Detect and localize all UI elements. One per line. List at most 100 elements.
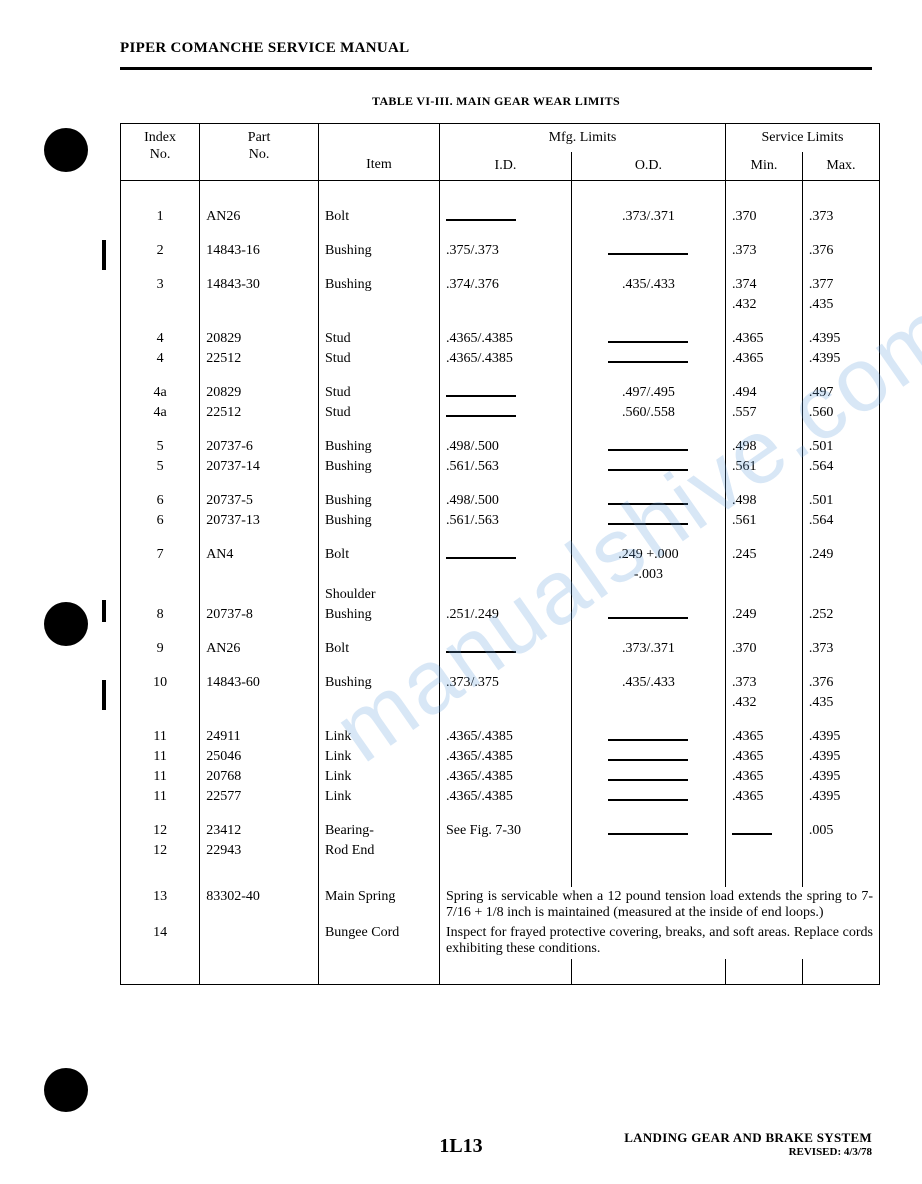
cell-od	[571, 585, 725, 605]
table-row	[121, 315, 880, 329]
cell-part: 22577	[200, 787, 319, 807]
cell-index: 5	[121, 437, 200, 457]
cell-index: 13	[121, 887, 200, 923]
cell-part: 24911	[200, 727, 319, 747]
cell-max: .4395	[802, 787, 879, 807]
col-min: Min.	[725, 152, 802, 181]
cell-max: .4395	[802, 747, 879, 767]
cell-min	[725, 585, 802, 605]
cell-max: .435	[802, 693, 879, 713]
cell-index: 11	[121, 767, 200, 787]
cell-index	[121, 585, 200, 605]
table-row	[121, 713, 880, 727]
table-row	[121, 369, 880, 383]
wear-limits-table: IndexNo. PartNo. Item Mfg. Limits Servic…	[120, 123, 880, 985]
col-max: Max.	[802, 152, 879, 181]
cell-item: Bushing	[318, 491, 439, 511]
cell-index	[121, 693, 200, 713]
cell-part	[200, 923, 319, 959]
table-row	[121, 659, 880, 673]
page: manualshive.com PIPER COMANCHE SERVICE M…	[0, 0, 922, 1184]
table-row: 620737-5Bushing.498/.500.498.501	[121, 491, 880, 511]
cell-min: .4365	[725, 349, 802, 369]
cell-part: 14843-30	[200, 275, 319, 295]
cell-part: 20737-14	[200, 457, 319, 477]
cell-item: Link	[318, 767, 439, 787]
cell-min: .557	[725, 403, 802, 423]
cell-index: 2	[121, 241, 200, 261]
col-index: IndexNo.	[121, 124, 200, 181]
cell-min: .561	[725, 457, 802, 477]
hole-punch-icon	[44, 602, 88, 646]
cell-max: .564	[802, 457, 879, 477]
hole-punch-icon	[44, 1068, 88, 1112]
cell-od	[571, 349, 725, 369]
cell-part: 20737-8	[200, 605, 319, 625]
cell-index: 4	[121, 329, 200, 349]
cell-min: .4365	[725, 767, 802, 787]
cell-index	[121, 565, 200, 585]
cell-min: .498	[725, 491, 802, 511]
cell-min: .4365	[725, 727, 802, 747]
cell-item: Bolt	[318, 207, 439, 227]
cell-part: 20829	[200, 329, 319, 349]
cell-part	[200, 693, 319, 713]
cell-od	[571, 295, 725, 315]
cell-od	[571, 457, 725, 477]
cell-item: Bushing	[318, 241, 439, 261]
cell-item: Stud	[318, 349, 439, 369]
cell-max: .373	[802, 207, 879, 227]
cell-id: .374/.376	[439, 275, 571, 295]
table-row: 14Bungee CordInspect for frayed protecti…	[121, 923, 880, 959]
table-row: 1122577Link.4365/.4385.4365.4395	[121, 787, 880, 807]
table-row: 1AN26Bolt.373/.371.370.373	[121, 207, 880, 227]
table-row	[121, 531, 880, 545]
cell-index: 7	[121, 545, 200, 565]
cell-index: 11	[121, 747, 200, 767]
col-svc-group: Service Limits	[725, 124, 879, 153]
table-row	[121, 477, 880, 491]
cell-max: .4395	[802, 767, 879, 787]
table-header: IndexNo. PartNo. Item Mfg. Limits Servic…	[121, 124, 880, 181]
cell-od: .560/.558	[571, 403, 725, 423]
cell-index: 4a	[121, 383, 200, 403]
cell-min: .561	[725, 511, 802, 531]
cell-id: .4365/.4385	[439, 329, 571, 349]
cell-max: .560	[802, 403, 879, 423]
cell-part: AN26	[200, 639, 319, 659]
cell-max: .501	[802, 437, 879, 457]
cell-item: Link	[318, 787, 439, 807]
cell-item: Bolt	[318, 639, 439, 659]
cell-id	[439, 639, 571, 659]
binder-mark-icon	[102, 240, 106, 270]
col-item: Item	[318, 124, 439, 181]
cell-item: Bushing	[318, 275, 439, 295]
table-row: 1120768Link.4365/.4385.4365.4395	[121, 767, 880, 787]
cell-max	[802, 841, 879, 861]
cell-index: 12	[121, 841, 200, 861]
table-row	[121, 227, 880, 241]
cell-min: .373	[725, 673, 802, 693]
table-row: 420829Stud.4365/.4385.4365.4395	[121, 329, 880, 349]
cell-part	[200, 565, 319, 585]
cell-max: .4395	[802, 349, 879, 369]
cell-od	[571, 821, 725, 841]
cell-item: Bushing	[318, 437, 439, 457]
cell-index: 12	[121, 821, 200, 841]
table-row: 520737-14Bushing.561/.563.561.564	[121, 457, 880, 477]
cell-min	[725, 821, 802, 841]
cell-min	[725, 565, 802, 585]
table-row: 1223412Bearing-See Fig. 7-30.005	[121, 821, 880, 841]
cell-id: .373/.375	[439, 673, 571, 693]
cell-id	[439, 207, 571, 227]
binder-mark-icon	[102, 680, 106, 710]
cell-part: 20737-6	[200, 437, 319, 457]
cell-part: 14843-16	[200, 241, 319, 261]
table-row: -.003	[121, 565, 880, 585]
cell-od	[571, 767, 725, 787]
cell-index: 6	[121, 511, 200, 531]
cell-min: .4365	[725, 747, 802, 767]
cell-max: .373	[802, 639, 879, 659]
table-row	[121, 261, 880, 275]
cell-id: .498/.500	[439, 437, 571, 457]
